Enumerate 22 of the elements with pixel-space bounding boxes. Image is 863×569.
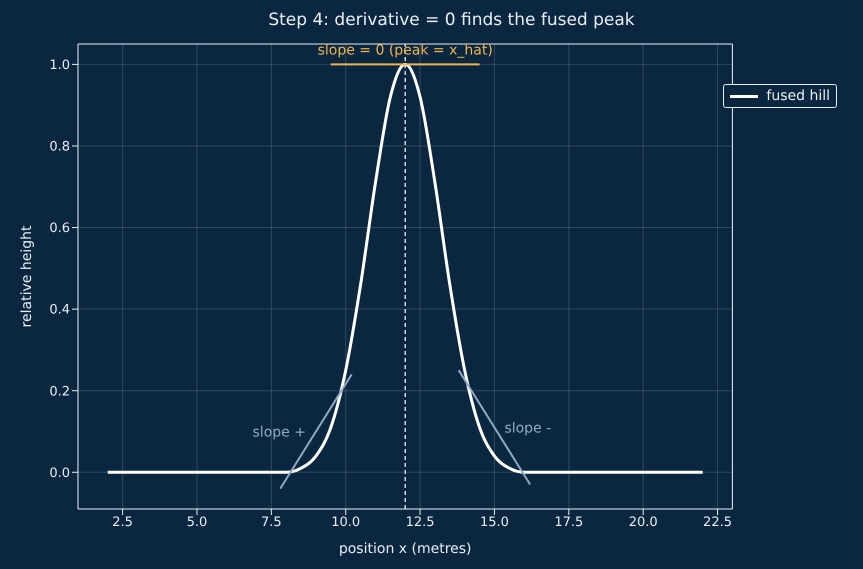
x-tick-label: 10.0 [331, 515, 360, 530]
y-axis-title: relative height [18, 225, 35, 328]
x-tick-label: 7.5 [261, 515, 282, 530]
y-tick-label: 0.6 [49, 221, 70, 236]
y-tick-label: 0.2 [49, 384, 70, 400]
x-tick-label: 2.5 [112, 515, 133, 530]
x-tick-label: 15.0 [480, 515, 509, 530]
y-tick-label: 1.0 [49, 58, 70, 74]
x-tick-label: 17.5 [554, 515, 584, 530]
annotation: slope + [252, 424, 306, 440]
y-tick-label: 0.4 [49, 302, 70, 318]
y-tick-label: 0.0 [49, 466, 70, 481]
x-tick-label: 22.5 [703, 515, 732, 530]
x-tick-label: 5.0 [186, 515, 208, 530]
annotation: slope = 0 (peak = x_hat) [318, 42, 493, 58]
annotation: slope - [504, 420, 552, 436]
x-tick-label: 20.0 [628, 515, 658, 530]
y-tick-label: 0.8 [49, 140, 70, 155]
x-axis-title: position x (metres) [338, 541, 472, 557]
x-tick-label: 12.5 [406, 515, 435, 530]
legend-label: fused hill [765, 88, 830, 104]
chart-title: Step 4: derivative = 0 finds the fused peak [267, 9, 636, 32]
